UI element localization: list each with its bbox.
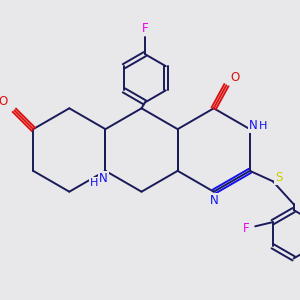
Text: N: N [99,172,108,185]
Text: S: S [275,171,283,184]
Text: O: O [231,70,240,83]
Text: H: H [90,178,98,188]
Text: N: N [210,194,219,207]
Text: F: F [142,22,148,35]
Text: N: N [249,119,258,132]
Text: F: F [243,222,249,235]
Text: H: H [259,121,267,131]
Text: O: O [0,95,8,108]
